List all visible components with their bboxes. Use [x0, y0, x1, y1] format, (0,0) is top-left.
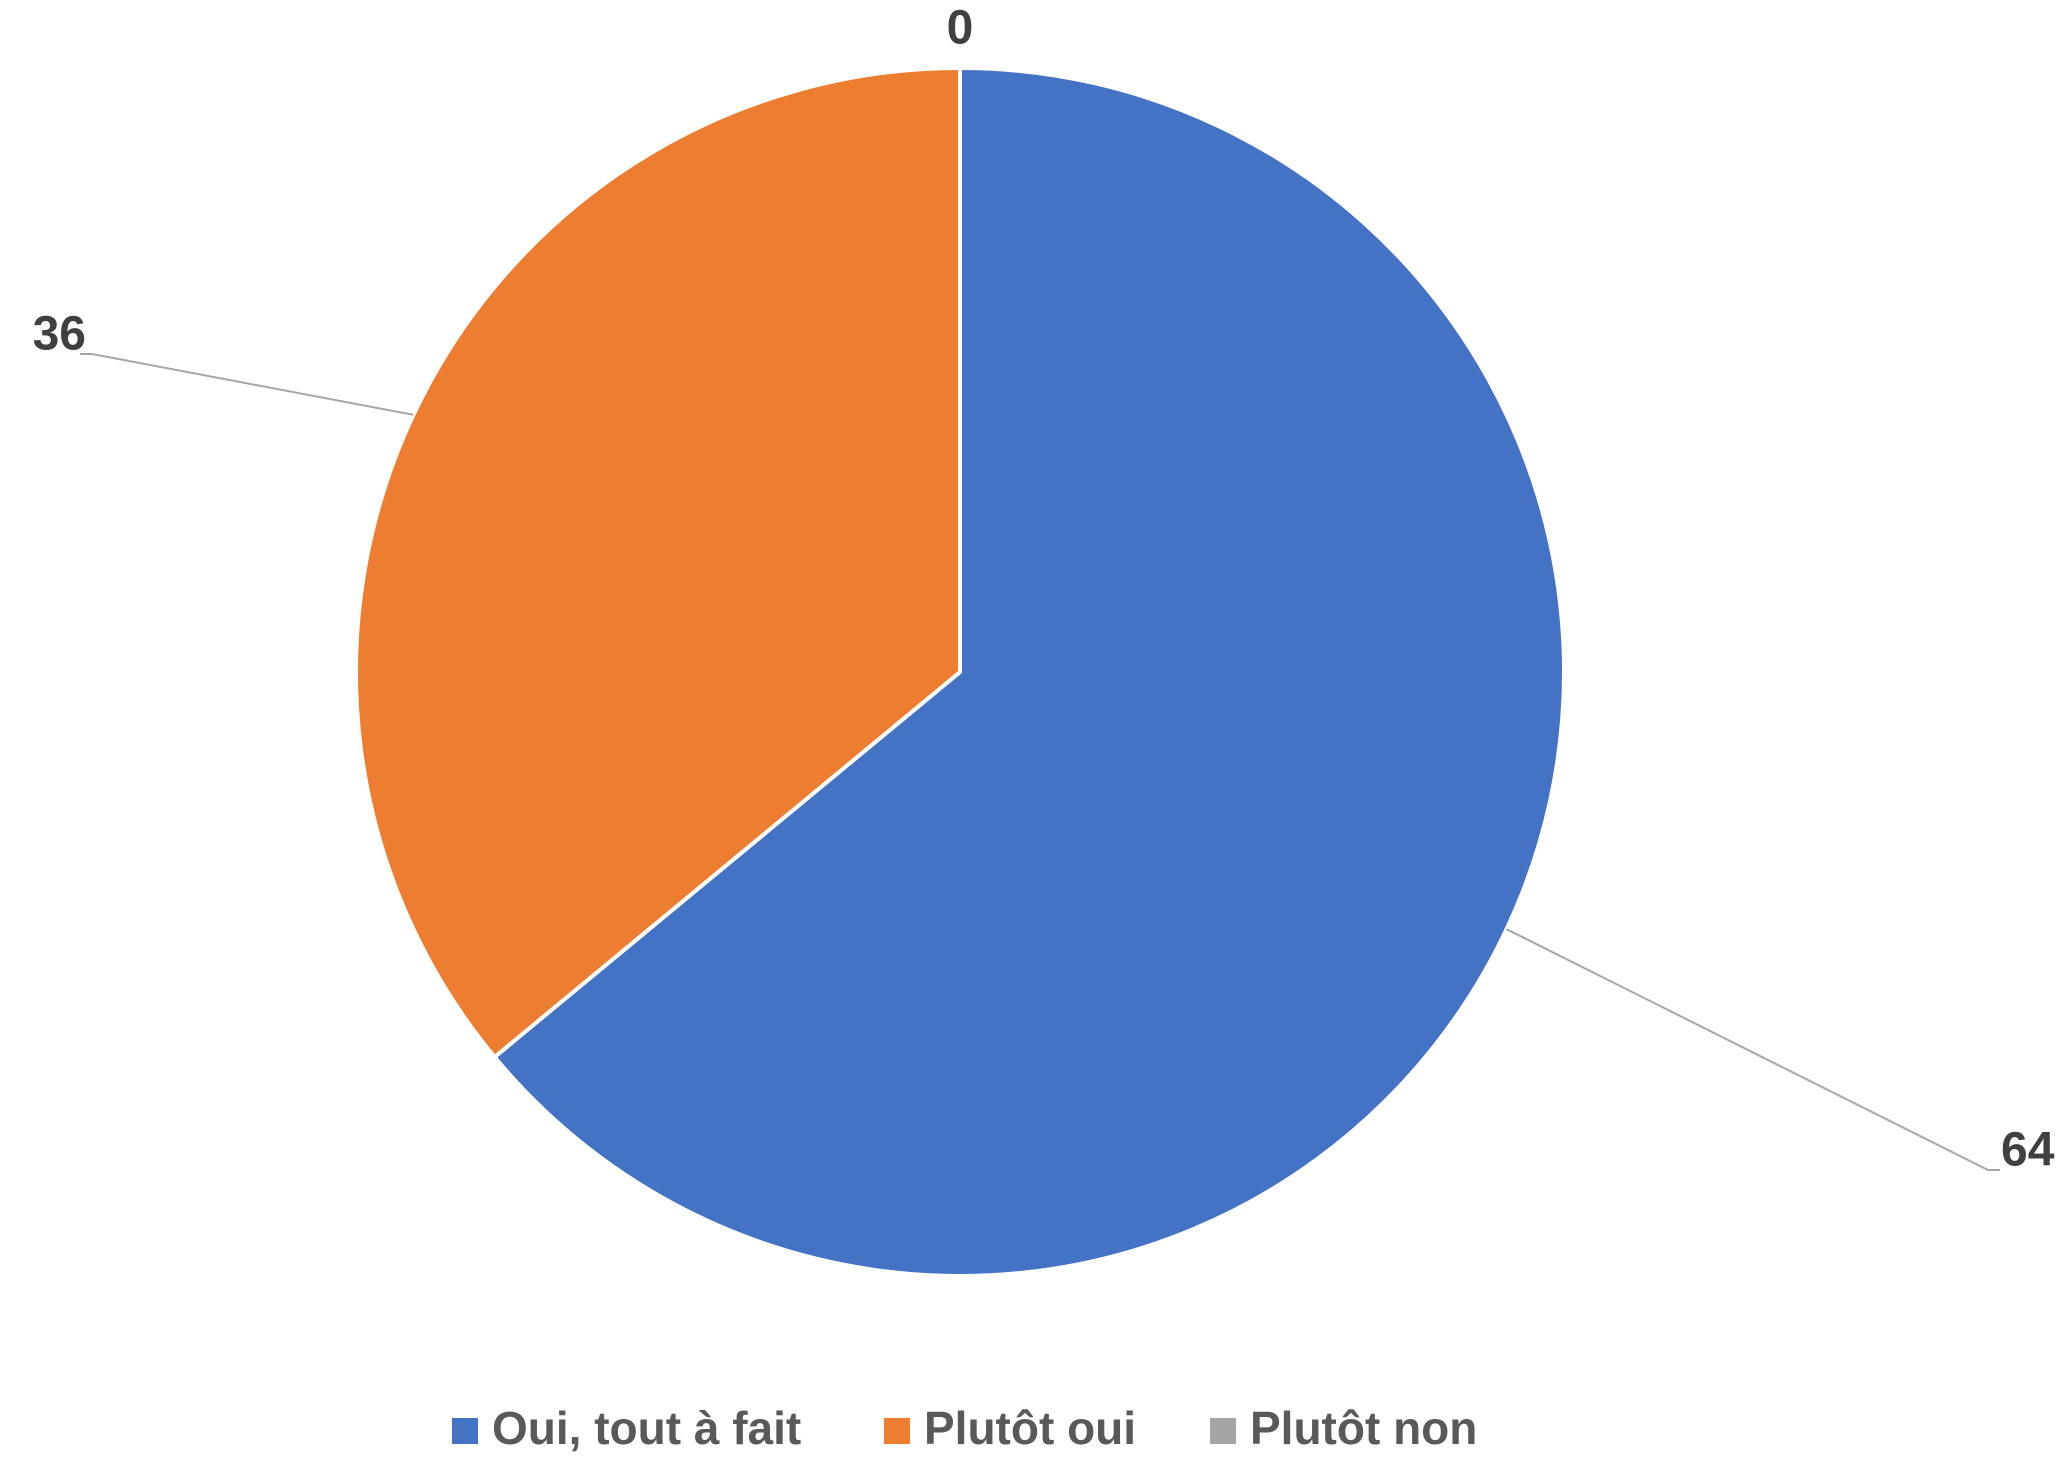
leader-line	[80, 353, 414, 416]
legend-label: Plutôt non	[1250, 1402, 1477, 1454]
legend-swatch	[452, 1418, 478, 1444]
legend-label: Oui, tout à fait	[492, 1402, 801, 1454]
leader-line	[1506, 928, 2000, 1171]
legend-swatch	[884, 1418, 910, 1444]
data-label: 0	[947, 2, 974, 55]
legend-swatch	[1210, 1418, 1236, 1444]
data-label: 36	[33, 308, 86, 361]
data-label: 64	[2001, 1124, 2055, 1177]
pie-slice	[491, 65, 1566, 1278]
legend-label: Plutôt oui	[924, 1402, 1136, 1454]
pie-slice	[354, 65, 962, 1060]
